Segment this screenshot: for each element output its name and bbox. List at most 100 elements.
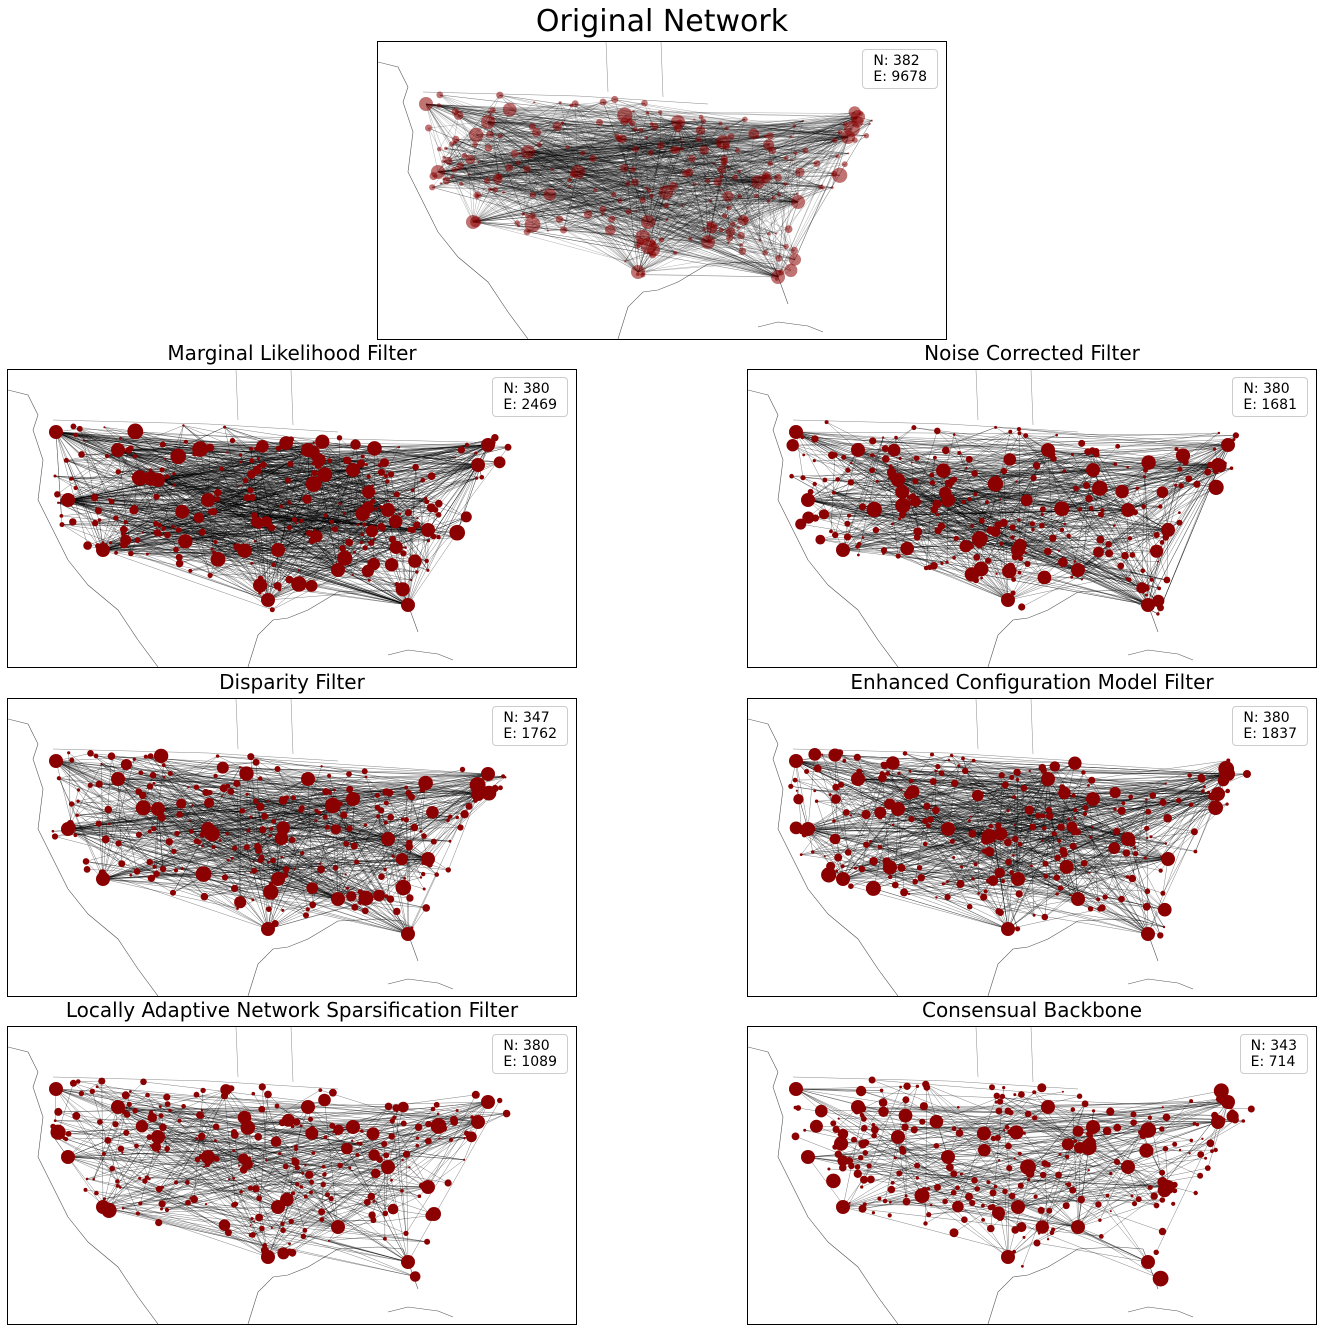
network-node (681, 204, 683, 206)
network-node (551, 168, 554, 171)
network-node (502, 191, 505, 194)
network-node (688, 155, 695, 162)
network-node (789, 135, 792, 138)
network-node (223, 426, 226, 429)
network-edge (457, 465, 478, 533)
network-node (737, 232, 744, 239)
hub-node (671, 115, 685, 129)
network-node (440, 182, 442, 184)
network-node (721, 158, 728, 165)
hub-node (1011, 543, 1025, 557)
hub-node (801, 493, 815, 507)
network-node (957, 451, 961, 455)
network-node (172, 472, 175, 475)
network-node (442, 159, 446, 163)
network-node (489, 113, 491, 115)
network-node (1157, 486, 1169, 498)
network-node (632, 110, 635, 113)
network-node (465, 443, 469, 447)
network-node (133, 454, 137, 458)
network-node (449, 525, 465, 541)
network-node (1143, 584, 1150, 591)
network-node (547, 230, 549, 232)
network-node (459, 182, 463, 186)
network-node (659, 185, 673, 199)
network-node (970, 524, 974, 528)
network-node (766, 132, 773, 139)
network-node (719, 122, 723, 126)
network-node (135, 537, 141, 543)
network-node (540, 189, 542, 191)
network-node (711, 224, 717, 230)
map-mlf (8, 370, 576, 667)
network-node (894, 436, 898, 440)
network-node (832, 532, 838, 538)
network-node (994, 426, 997, 429)
network-node (795, 519, 806, 530)
network-node (485, 144, 492, 151)
network-node (447, 163, 449, 165)
network-node (783, 244, 788, 249)
network-node (1017, 427, 1021, 431)
network-node (1125, 578, 1128, 581)
network-node (593, 188, 597, 192)
network-node (617, 198, 622, 203)
network-node (362, 565, 374, 577)
network-node (986, 526, 994, 534)
coastline-west (378, 62, 528, 339)
network-node (249, 447, 253, 451)
network-node (1100, 508, 1104, 512)
hub-node (401, 598, 415, 612)
hub-node (1121, 503, 1135, 517)
hub-node (111, 443, 125, 457)
network-node (791, 247, 798, 254)
network-node (452, 108, 459, 115)
border-line (1031, 370, 1033, 425)
network-node (74, 486, 78, 490)
network-edge (412, 875, 437, 928)
network-node (161, 526, 166, 531)
network-node (812, 515, 819, 522)
network-node (175, 505, 189, 519)
network-node (912, 478, 918, 484)
network-node (374, 507, 378, 511)
network-node (365, 463, 368, 466)
network-node (1000, 519, 1008, 527)
network-node (436, 92, 443, 99)
network-node (238, 544, 252, 558)
network-node (1089, 506, 1094, 511)
network-node (850, 462, 852, 464)
network-node (345, 539, 353, 547)
network-node (113, 515, 118, 520)
network-node (645, 136, 649, 140)
network-node (178, 534, 192, 548)
network-node (274, 582, 282, 590)
network-node (1001, 468, 1007, 474)
network-node (412, 464, 419, 471)
network-node (1021, 494, 1033, 506)
network-node (344, 457, 351, 464)
network-node (385, 558, 398, 571)
network-node (128, 551, 134, 557)
network-node (567, 178, 571, 182)
network-node (796, 193, 799, 196)
network-node (768, 143, 771, 146)
network-node (873, 527, 879, 533)
network-node (214, 489, 221, 496)
main-title: Original Network (377, 4, 947, 39)
network-node (1008, 430, 1012, 434)
network-node (794, 151, 798, 155)
network-node (249, 494, 256, 501)
network-node (211, 548, 214, 551)
network-node (357, 523, 360, 526)
network-node (767, 199, 771, 203)
network-node (1128, 536, 1132, 540)
network-node (1055, 434, 1058, 437)
network-node (1000, 542, 1004, 546)
network-node (486, 131, 493, 138)
hub-node (716, 135, 730, 149)
network-node (1092, 488, 1098, 494)
coastline-caribbean (758, 322, 823, 332)
network-node (625, 209, 631, 215)
network-edge (638, 274, 778, 277)
